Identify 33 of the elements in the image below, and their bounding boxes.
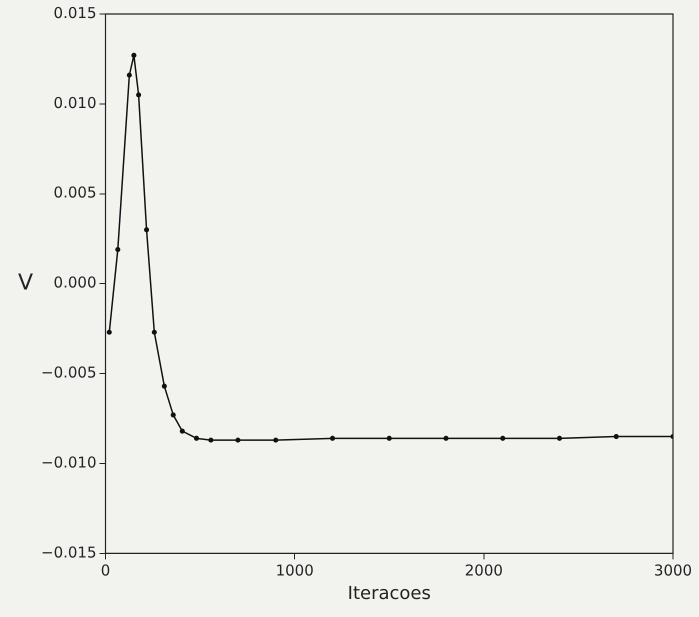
point bbox=[273, 438, 278, 443]
y-tick-label: 0.000 bbox=[54, 274, 97, 292]
y-tick-label: −0.010 bbox=[40, 453, 97, 472]
point bbox=[115, 246, 120, 252]
point bbox=[144, 227, 150, 232]
x-axis-title: Iteracoes bbox=[348, 582, 431, 604]
y-tick-label: −0.005 bbox=[40, 363, 97, 382]
x-tick-label: 2000 bbox=[464, 561, 503, 580]
point bbox=[386, 436, 392, 441]
point bbox=[208, 438, 214, 443]
x-tick-label: 3000 bbox=[654, 561, 692, 580]
y-tick-label: 0.015 bbox=[54, 4, 97, 22]
point bbox=[152, 330, 157, 335]
point bbox=[162, 384, 167, 389]
y-tick-label: −0.015 bbox=[40, 543, 97, 562]
y-tick-label: 0.005 bbox=[54, 184, 97, 202]
y-axis-title: V bbox=[18, 270, 34, 296]
point bbox=[126, 72, 132, 78]
point bbox=[235, 438, 240, 443]
point bbox=[106, 330, 112, 335]
point bbox=[614, 434, 619, 440]
point bbox=[194, 436, 200, 441]
point bbox=[500, 436, 506, 441]
point bbox=[180, 428, 185, 434]
point bbox=[443, 436, 449, 441]
point bbox=[136, 92, 142, 98]
point bbox=[556, 436, 562, 441]
x-tick-label: 1000 bbox=[276, 561, 314, 580]
y-tick-label: 0.010 bbox=[54, 94, 97, 112]
point bbox=[170, 412, 176, 418]
point bbox=[330, 436, 336, 441]
point bbox=[131, 52, 136, 58]
x-tick-label: 0 bbox=[100, 561, 110, 580]
